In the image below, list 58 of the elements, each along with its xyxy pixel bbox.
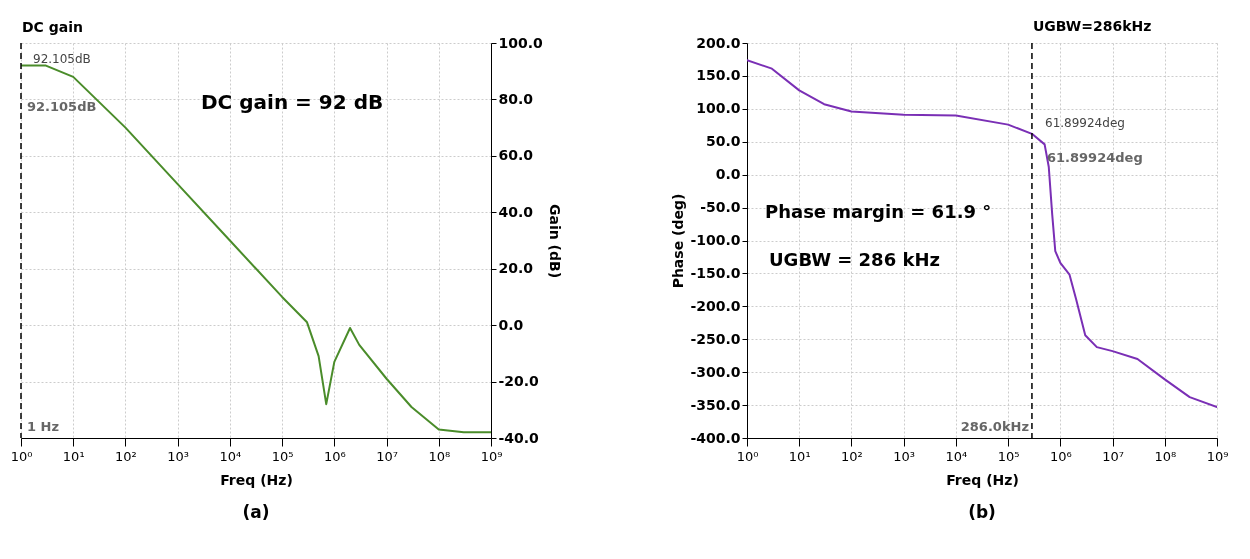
y2-tick-label: 80.0 xyxy=(498,90,534,107)
x-tick-label: 10⁰ xyxy=(10,448,33,464)
y2-tick-label: 0.0 xyxy=(498,316,524,333)
y-tick-label: -200.0 xyxy=(690,297,741,314)
y2-tick-label: -20.0 xyxy=(498,373,540,390)
y-tick-label: 50.0 xyxy=(705,133,741,150)
x-tick-label: 10⁵ xyxy=(997,448,1020,464)
text: (a) xyxy=(242,502,270,522)
annotation: Phase margin = 61.9 ° xyxy=(765,201,992,222)
x-tick-label: 10² xyxy=(115,448,137,464)
x-tick-label: 10² xyxy=(841,448,863,464)
x-tick-label: 10⁷ xyxy=(376,448,398,464)
annotation: 286.0kHz xyxy=(960,419,1029,434)
y-tick-label: -100.0 xyxy=(690,232,741,248)
x-tick-label: 10⁸ xyxy=(1154,448,1177,464)
y-tick-label: -50.0 xyxy=(700,199,741,216)
y-tick-label: -250.0 xyxy=(690,330,741,347)
y2-tick-label: -40.0 xyxy=(498,429,540,446)
y-tick-label: -300.0 xyxy=(690,363,741,380)
x-tick-label: 10⁹ xyxy=(480,448,503,464)
x-axis-title: Freq (Hz) xyxy=(946,471,1019,488)
y2-tick-label: 40.0 xyxy=(498,203,534,220)
y-tick-label: -350.0 xyxy=(690,396,741,413)
x-tick-label: 10⁰ xyxy=(736,448,759,464)
x-tick-label: 10⁶ xyxy=(1049,448,1072,464)
x-tick-label: 10⁸ xyxy=(428,448,451,464)
y-tick-label: -400.0 xyxy=(690,429,741,446)
x-axis-title: Freq (Hz) xyxy=(220,471,293,488)
x-tick-label: 10¹ xyxy=(788,448,811,464)
y-tick-label: 200.0 xyxy=(696,34,741,51)
ref-line-label: DC gain xyxy=(22,19,84,35)
y2-tick-label: 20.0 xyxy=(498,260,534,277)
annotation: 61.89924deg xyxy=(1047,150,1143,165)
x-tick-label: 10⁵ xyxy=(271,448,294,464)
x-tick-label: 10¹ xyxy=(62,448,85,464)
x-tick-label: 10⁹ xyxy=(1206,448,1229,464)
y-tick-label: 100.0 xyxy=(696,100,741,117)
x-tick-label: 10⁷ xyxy=(1102,448,1124,464)
y2-tick-label: 60.0 xyxy=(498,147,534,164)
y-axis-title: Phase (deg) xyxy=(670,193,687,289)
annotation: 1 Hz xyxy=(27,419,60,434)
annotation: UGBW = 286 kHz xyxy=(769,249,940,270)
annotation: DC gain = 92 dB xyxy=(201,90,384,114)
x-tick-label: 10⁶ xyxy=(323,448,346,464)
annotation: 61.89924deg xyxy=(1045,116,1125,130)
x-tick-label: 10³ xyxy=(167,448,190,464)
text: UGBW=286kHz xyxy=(1033,18,1152,34)
y-tick-label: 150.0 xyxy=(696,67,741,84)
y2-tick-label: 100.0 xyxy=(498,34,544,51)
y2-axis-title: Gain (dB) xyxy=(546,203,563,279)
y-tick-label: 0.0 xyxy=(715,166,741,183)
x-tick-label: 10³ xyxy=(893,448,916,464)
y-tick-label: -150.0 xyxy=(690,264,741,281)
annotation: 92.105dB xyxy=(33,52,91,66)
annotation: 92.105dB xyxy=(27,99,97,114)
text: (b) xyxy=(968,502,996,522)
x-tick-label: 10⁴ xyxy=(219,448,242,464)
x-tick-label: 10⁴ xyxy=(945,448,968,464)
